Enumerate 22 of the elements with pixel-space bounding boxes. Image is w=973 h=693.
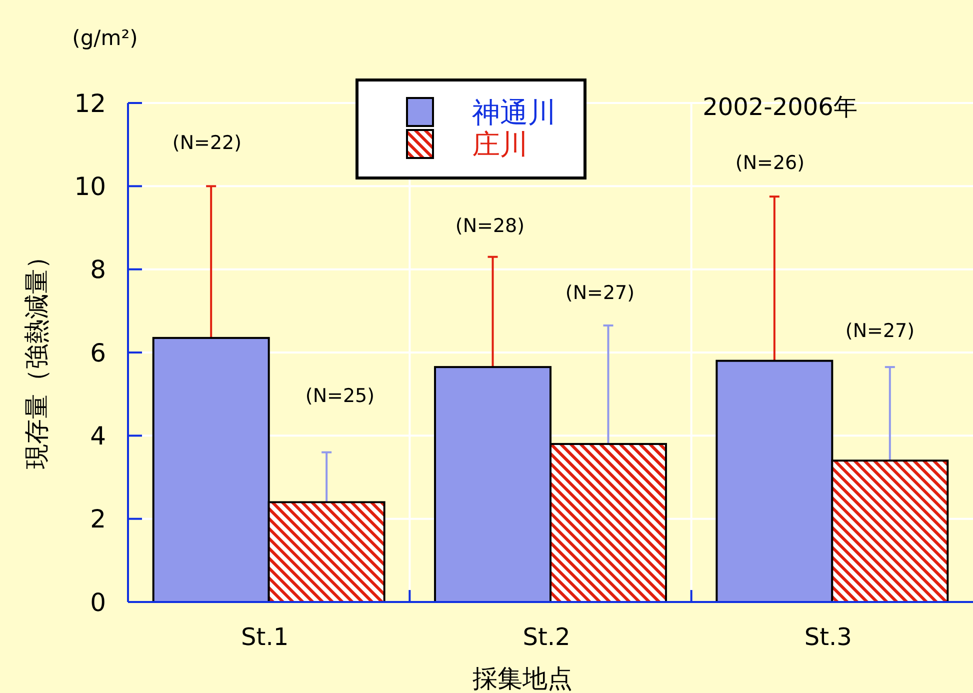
y-tick-label: 8	[90, 255, 106, 284]
y-tick-label: 0	[90, 588, 106, 617]
legend-label: 神通川	[472, 96, 556, 129]
annotation: (N=27)	[565, 282, 635, 304]
y-tick-label: 2	[90, 504, 106, 534]
x-axis-title: 採集地点	[472, 664, 572, 693]
x-tick-label: St.2	[522, 623, 570, 651]
annotation: (N=25)	[305, 385, 375, 407]
y-tick-label: 4	[90, 421, 106, 450]
annotation: (N=27)	[845, 320, 915, 342]
annotation: (N=22)	[172, 132, 242, 154]
y-tick-label: 12	[74, 88, 106, 118]
legend-label: 庄川	[472, 128, 528, 161]
annotation: (N=26)	[735, 152, 805, 174]
annotation: (N=28)	[455, 215, 525, 237]
y-axis-title: 現存量（強熱減量）	[22, 244, 51, 469]
annotation: 2002-2006年	[702, 93, 858, 121]
text: (g/m²)	[72, 26, 138, 50]
x-tick-label: St.1	[241, 623, 289, 651]
x-tick-label: St.3	[804, 623, 852, 651]
y-tick-label: 10	[74, 172, 106, 201]
y-tick-label: 6	[90, 338, 106, 368]
